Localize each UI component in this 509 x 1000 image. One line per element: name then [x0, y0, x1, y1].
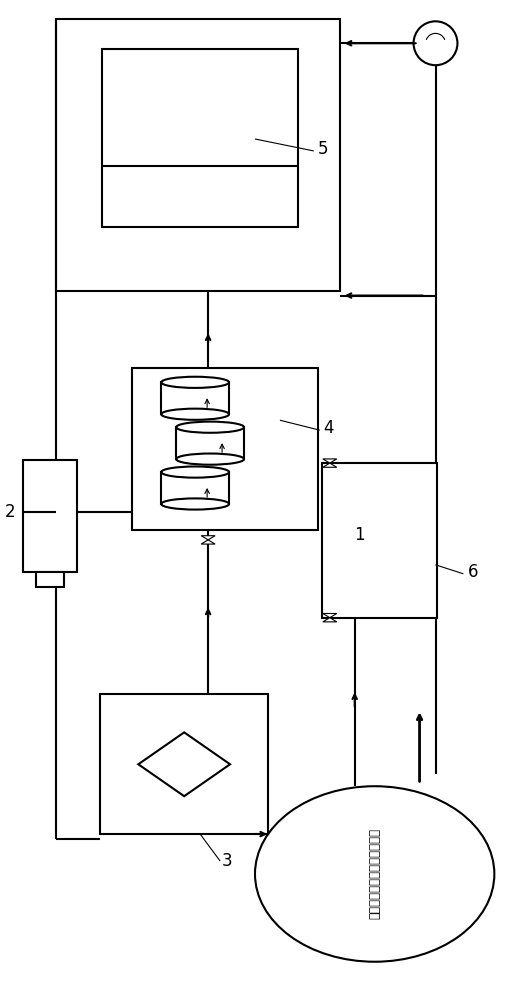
Bar: [102, 49, 298, 227]
Ellipse shape: [161, 498, 229, 510]
Text: 4: 4: [323, 419, 333, 437]
Polygon shape: [323, 459, 337, 463]
Bar: [176, 427, 244, 459]
Polygon shape: [323, 613, 337, 618]
Text: 1: 1: [354, 526, 365, 544]
Bar: [55, 19, 340, 291]
Text: 3: 3: [222, 852, 233, 870]
Bar: [161, 472, 229, 504]
Bar: [161, 382, 229, 414]
Ellipse shape: [176, 454, 244, 465]
Bar: [132, 368, 318, 530]
Ellipse shape: [161, 466, 229, 478]
Ellipse shape: [161, 377, 229, 388]
Polygon shape: [138, 732, 230, 796]
Text: 生活、养殖、食品等有机废水: 生活、养殖、食品等有机废水: [368, 828, 381, 919]
Ellipse shape: [176, 422, 244, 433]
Ellipse shape: [255, 786, 494, 962]
Polygon shape: [323, 618, 337, 622]
Bar: [36, 572, 64, 587]
Polygon shape: [323, 463, 337, 467]
Bar: [22, 460, 77, 572]
Bar: [322, 463, 437, 618]
Text: 6: 6: [467, 563, 478, 581]
Polygon shape: [201, 536, 215, 540]
Polygon shape: [201, 540, 215, 544]
Bar: [100, 694, 268, 834]
Circle shape: [414, 21, 458, 65]
Ellipse shape: [161, 409, 229, 420]
Text: 2: 2: [5, 503, 16, 521]
Text: 5: 5: [318, 140, 328, 158]
